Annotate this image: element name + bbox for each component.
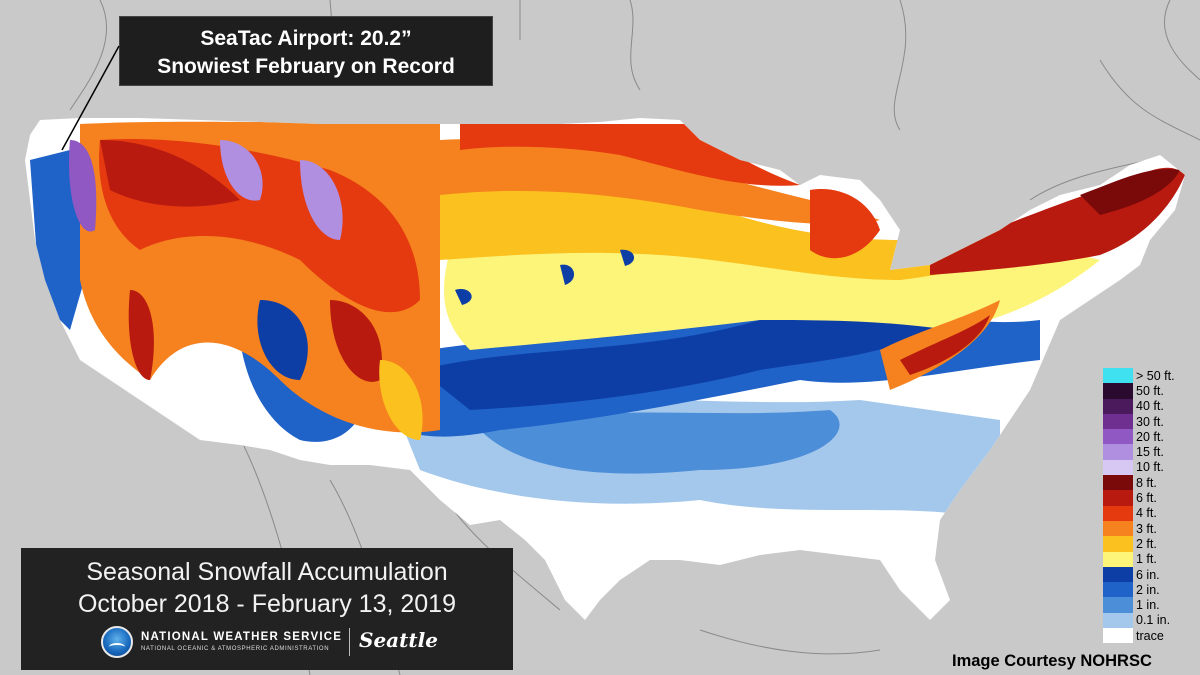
legend-item: 3 ft. (1103, 520, 1195, 537)
legend-label: 3 ft. (1136, 521, 1157, 536)
legend-item: 2 in. (1103, 582, 1195, 598)
legend-label: 6 ft. (1136, 491, 1157, 506)
legend-label: 40 ft. (1136, 399, 1164, 414)
agency-name: NATIONAL WEATHER SERVICE (141, 631, 343, 643)
legend-swatch (1103, 536, 1133, 552)
legend-label: trace (1136, 628, 1164, 643)
title-panel: Seasonal Snowfall Accumulation October 2… (21, 548, 513, 670)
legend-swatch (1103, 413, 1133, 430)
legend-item: 30 ft. (1103, 413, 1195, 430)
legend-item: 8 ft. (1103, 475, 1195, 491)
legend-label: 20 ft. (1136, 429, 1164, 444)
legend-item: 15 ft. (1103, 444, 1195, 460)
legend-label: 10 ft. (1136, 460, 1164, 475)
legend-label: 50 ft. (1136, 383, 1164, 398)
legend-label: 4 ft. (1136, 506, 1157, 521)
legend-swatch (1103, 566, 1133, 583)
legend-swatch (1103, 505, 1133, 521)
record-callout: SeaTac Airport: 20.2” Snowiest February … (119, 16, 493, 86)
snowfall-legend: > 50 ft. 50 ft. 40 ft. 30 ft. 20 ft. 15 ft. 10… (1103, 368, 1195, 644)
legend-label: 0.1 in. (1136, 613, 1171, 628)
map-date-range: October 2018 - February 13, 2019 (77, 590, 456, 618)
agency-branding: NATIONAL WEATHER SERVICE NATIONAL OCEANI… (79, 626, 459, 660)
callout-line-1: SeaTac Airport: 20.2” (200, 27, 412, 50)
legend-item: 1 in. (1103, 597, 1195, 613)
legend-label: 6 in. (1136, 567, 1160, 582)
legend-swatch (1103, 597, 1133, 613)
branding-divider (349, 628, 350, 656)
office-name: Seattle (359, 628, 438, 652)
legend-swatch (1103, 490, 1133, 506)
legend-label: > 50 ft. (1136, 368, 1175, 383)
noaa-logo-icon (101, 626, 133, 658)
legend-item: 20 ft. (1103, 429, 1195, 445)
legend-item: 10 ft. (1103, 459, 1195, 476)
legend-swatch (1103, 429, 1133, 445)
legend-item: 2 ft. (1103, 536, 1195, 552)
legend-swatch (1103, 612, 1133, 629)
legend-label: 15 ft. (1136, 445, 1164, 460)
legend-label: 2 in. (1136, 582, 1160, 597)
legend-item: 6 in. (1103, 566, 1195, 583)
legend-item: 1 ft. (1103, 551, 1195, 567)
legend-swatch (1103, 628, 1133, 644)
legend-label: 1 ft. (1136, 552, 1157, 567)
legend-item: 50 ft. (1103, 383, 1195, 399)
callout-line-2: Snowiest February on Record (157, 55, 455, 78)
map-title: Seasonal Snowfall Accumulation (86, 558, 448, 586)
legend-item: 6 ft. (1103, 490, 1195, 506)
agency-subname: NATIONAL OCEANIC & ATMOSPHERIC ADMINISTR… (141, 646, 330, 652)
legend-label: 8 ft. (1136, 475, 1157, 490)
legend-swatch (1103, 459, 1133, 476)
legend-swatch (1103, 475, 1133, 491)
legend-swatch (1103, 444, 1133, 460)
legend-swatch (1103, 383, 1133, 399)
legend-label: 30 ft. (1136, 414, 1164, 429)
legend-swatch (1103, 551, 1133, 567)
legend-item: 4 ft. (1103, 505, 1195, 521)
legend-swatch (1103, 582, 1133, 598)
legend-swatch (1103, 398, 1133, 414)
legend-swatch (1103, 520, 1133, 537)
legend-item: 40 ft. (1103, 398, 1195, 414)
legend-item: > 50 ft. (1103, 368, 1195, 384)
legend-label: 2 ft. (1136, 536, 1157, 551)
legend-label: 1 in. (1136, 598, 1160, 613)
legend-item: 0.1 in. (1103, 612, 1195, 629)
legend-item: trace (1103, 628, 1195, 644)
image-credit: Image Courtesy NOHRSC (952, 652, 1152, 670)
legend-swatch (1103, 368, 1133, 384)
